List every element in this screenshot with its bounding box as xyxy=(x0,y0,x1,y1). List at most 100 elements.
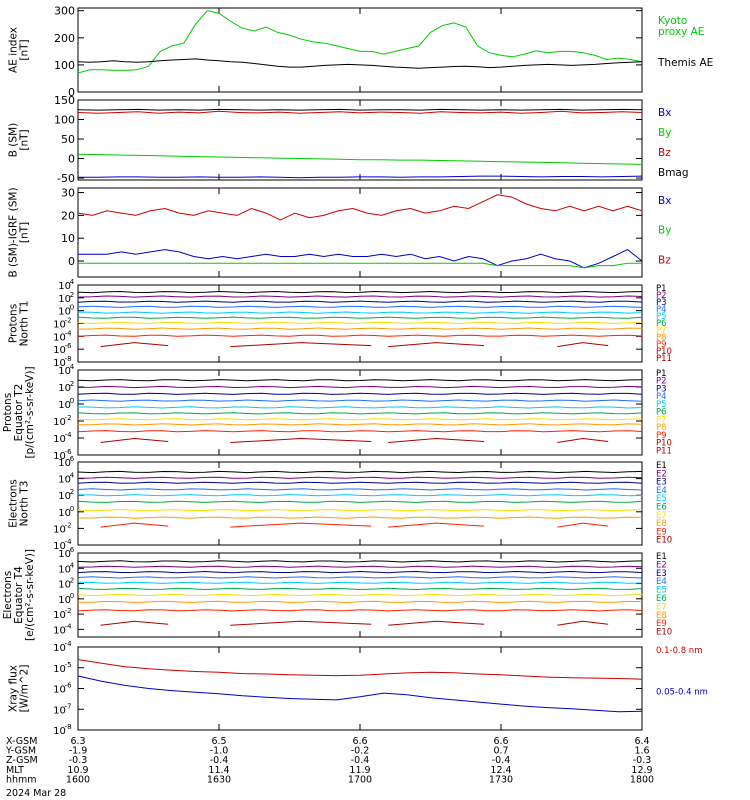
y-tick-label: 102 xyxy=(58,380,74,394)
tick-base: 10 xyxy=(53,705,66,716)
legend-label-line: Bz xyxy=(658,147,671,159)
bottom-row-value: 1.6 xyxy=(634,746,649,757)
y-tick-label: 100 xyxy=(58,505,74,519)
tick-exp: 2 xyxy=(70,488,74,496)
y-tick-label: 20 xyxy=(61,209,75,222)
bottom-row-value: -1.0 xyxy=(210,746,229,757)
legend-label: Bx xyxy=(658,107,671,119)
tick-base: 10 xyxy=(53,320,66,331)
series-e10-line xyxy=(230,620,372,626)
series-e7-line xyxy=(77,508,643,512)
y-tick-label: -50 xyxy=(57,172,75,185)
tick-exp: 4 xyxy=(70,561,75,569)
legend-label: By xyxy=(658,127,671,139)
y-axis-label-line: [e/(cm²-s-sr-keV)] xyxy=(24,549,36,641)
series-p7-line xyxy=(77,321,643,325)
y-tick-label: 102 xyxy=(58,577,74,591)
panel-3: 0 10 20 30 B (SM)-IGRF (SM)[nT] Bx By Bz xyxy=(8,187,672,278)
series-p3-line xyxy=(77,392,643,395)
tick-base: 10 xyxy=(58,307,71,318)
series-e1-line xyxy=(77,560,643,563)
legend-label: P3 xyxy=(656,298,667,308)
legend-label: P4 xyxy=(656,305,667,315)
tick-base: 10 xyxy=(58,400,71,411)
legend-label-line: By xyxy=(658,225,671,237)
tick-base: 10 xyxy=(58,383,71,394)
legend-label: 0.1-0.8 nm xyxy=(656,646,702,656)
y-axis-label-line: [nT] xyxy=(19,129,31,150)
legend-label: Bx xyxy=(658,195,671,207)
bottom-row-value: 10.9 xyxy=(67,765,88,776)
tick-base: 10 xyxy=(53,685,66,696)
bottom-row-value: -0.4 xyxy=(351,755,370,766)
y-axis-label-line: B (SM)-IGRF (SM) xyxy=(8,187,20,277)
tick-exp: -5 xyxy=(65,661,72,669)
legend-label: E8 xyxy=(656,611,667,621)
bottom-row-value: 1600 xyxy=(66,774,90,785)
tick-exp: 2 xyxy=(70,291,74,299)
y-axis-label: ElectronsNorth T3 xyxy=(8,479,31,528)
series-bx-line xyxy=(78,249,643,269)
series-0-05-0-4-nm-line xyxy=(77,675,643,713)
series-p2-line xyxy=(77,295,643,298)
series-0-1-0-8-nm-line xyxy=(77,659,643,680)
y-tick-label: 10-4 xyxy=(53,640,72,654)
y-axis-label: ElectronsEquator T4[e/(cm²-s-sr-keV)] xyxy=(2,549,36,641)
y-tick-label: 10-4 xyxy=(53,431,72,445)
tick-exp: -7 xyxy=(65,702,72,710)
tick-base: 10 xyxy=(53,643,66,654)
y-axis-label-line: North T3 xyxy=(19,481,31,527)
tick-base: 10 xyxy=(53,451,66,462)
y-axis-label-line: [nT] xyxy=(19,39,31,60)
tick-base: 10 xyxy=(58,508,71,519)
series-e4-line xyxy=(77,488,643,491)
legend-label: P9 xyxy=(656,431,667,441)
legend-label: P8 xyxy=(656,423,667,433)
legend-label: E4 xyxy=(656,577,667,587)
tick-exp: -8 xyxy=(65,723,72,731)
y-tick-label: 150 xyxy=(54,94,75,107)
legend-label: Bz xyxy=(658,254,671,266)
tick-exp: -6 xyxy=(65,342,73,350)
bottom-row-value: 1700 xyxy=(348,774,372,785)
y-axis-label-line: Xray flux xyxy=(8,665,20,712)
y-tick-label: 100 xyxy=(58,592,74,606)
y-tick-label: 10-4 xyxy=(53,329,72,343)
bottom-row-label: MLT xyxy=(6,765,24,776)
tick-base: 10 xyxy=(58,475,71,486)
series-e5-line xyxy=(77,494,643,497)
legend-label-line: proxy AE xyxy=(658,26,704,38)
series-p3-line xyxy=(77,300,643,303)
series-bmag-line xyxy=(77,108,643,111)
y-tick-label: 10-8 xyxy=(53,723,71,737)
bottom-row-value: 12.9 xyxy=(631,765,652,776)
tick-exp: -2 xyxy=(65,521,72,529)
y-axis-label-line: Electrons xyxy=(8,479,20,528)
legend-label: E10 xyxy=(656,536,672,546)
series-p5-line xyxy=(77,311,643,314)
tick-exp: -4 xyxy=(65,329,73,337)
tick-exp: 0 xyxy=(70,592,74,600)
series-p5-line xyxy=(77,406,643,409)
bottom-row-label: Z-GSM xyxy=(6,755,38,766)
legend-label: E4 xyxy=(656,486,667,496)
tick-base: 10 xyxy=(53,726,66,737)
legend-label: E5 xyxy=(656,586,667,596)
y-tick-label: 50 xyxy=(61,133,75,146)
series-e3-line xyxy=(77,570,643,574)
legend-label: E1 xyxy=(656,552,667,562)
legend-label: P9 xyxy=(656,340,667,350)
y-tick-label: 30 xyxy=(61,187,75,200)
legend-label: P7 xyxy=(656,415,667,425)
y-tick-label: 10-6 xyxy=(53,682,72,696)
series-e3-line xyxy=(77,481,643,484)
series-p10-line xyxy=(100,342,169,348)
series-p10-line xyxy=(230,342,372,348)
series-e9-line xyxy=(77,609,643,612)
tick-base: 10 xyxy=(53,358,66,369)
y-axis-label: Xray flux[W/m^2] xyxy=(8,665,31,713)
series-p10-line xyxy=(388,438,485,444)
